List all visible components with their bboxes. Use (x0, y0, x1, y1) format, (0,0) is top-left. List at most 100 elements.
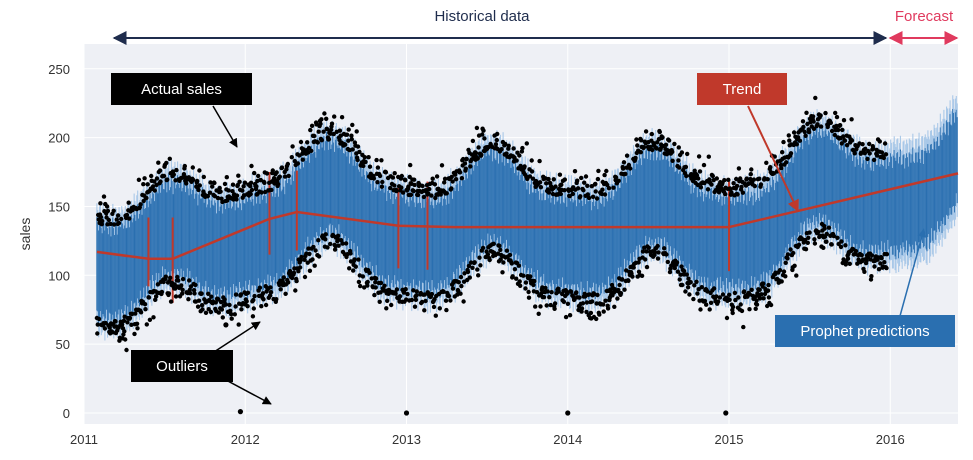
sales-point (588, 310, 594, 316)
sales-point (442, 176, 448, 181)
sales-point (375, 180, 380, 185)
sales-point (163, 274, 168, 279)
sales-point (547, 295, 552, 300)
sales-point (734, 176, 739, 182)
sales-point (295, 161, 301, 166)
sales-point (736, 295, 741, 300)
sales-point (358, 283, 363, 289)
sales-point (315, 140, 320, 145)
sales-point (672, 141, 677, 147)
sales-point (757, 176, 762, 181)
sales-point (812, 241, 818, 246)
sales-point (869, 274, 874, 279)
sales-point (354, 129, 359, 134)
sales-point (553, 184, 558, 189)
sales-point (794, 273, 799, 278)
sales-point (685, 285, 691, 290)
sales-point (152, 188, 157, 193)
sales-point (360, 274, 366, 279)
sales-point (281, 275, 286, 280)
sales-point (336, 243, 341, 248)
sales-point (344, 132, 350, 137)
sales-point (556, 289, 561, 294)
sales-point (159, 289, 165, 295)
sales-point (321, 129, 326, 134)
sales-point (323, 237, 328, 242)
sales-point (158, 179, 163, 184)
sales-point (350, 122, 355, 128)
sales-point (197, 168, 202, 173)
sales-point (324, 116, 329, 122)
sales-point (590, 194, 596, 199)
sales-point (730, 310, 735, 316)
sales-point (794, 142, 799, 147)
sales-point (278, 287, 283, 292)
sales-point (829, 128, 835, 134)
sales-point (840, 127, 845, 133)
sales-point (768, 165, 773, 170)
outliers-arrow-lower (225, 379, 272, 405)
sales-point (618, 291, 624, 296)
sales-point (570, 191, 575, 197)
sales-point (267, 293, 273, 298)
sales-point (532, 278, 537, 284)
sales-point (153, 294, 159, 299)
sales-point (802, 129, 807, 135)
sales-point (691, 296, 696, 302)
sales-point (263, 302, 269, 308)
sales-point (467, 275, 472, 280)
sales-point (444, 307, 449, 313)
sales-point (335, 233, 341, 238)
sales-point (191, 288, 197, 293)
sales-point (448, 298, 453, 303)
sales-point (475, 267, 480, 272)
sales-point (749, 287, 754, 292)
x-tick-label: 2016 (876, 432, 905, 447)
sales-point (219, 307, 225, 312)
sales-point (138, 202, 143, 207)
sales-point (531, 282, 536, 288)
y-tick-label: 0 (63, 406, 70, 421)
sales-point (181, 172, 187, 177)
sales-point (171, 172, 176, 177)
sales-point (468, 164, 473, 169)
sales-point (811, 126, 817, 131)
sales-point (378, 280, 384, 286)
sales-point (644, 249, 649, 254)
sales-point (761, 281, 766, 286)
actual-sales-arrow (212, 105, 238, 148)
sales-point (863, 146, 868, 151)
sales-point (383, 170, 389, 175)
sales-point (881, 155, 886, 161)
sales-point (579, 306, 585, 311)
sales-point (476, 145, 481, 150)
sales-point (157, 168, 163, 173)
sales-point (199, 303, 205, 308)
x-axis-ticks: 2011 2012 2013 2014 2015 2016 (70, 432, 905, 447)
sales-point (413, 297, 419, 302)
sales-point (879, 150, 885, 155)
sales-point (420, 183, 425, 189)
sales-point (884, 252, 890, 257)
sales-point (346, 138, 351, 143)
sales-point (633, 155, 638, 161)
sales-point (187, 291, 193, 296)
sales-point (662, 246, 667, 251)
sales-point (837, 123, 843, 128)
sales-point (366, 155, 371, 160)
sales-point (595, 292, 600, 298)
sales-point (98, 214, 104, 220)
sales-point (307, 268, 313, 273)
sales-point (585, 192, 590, 197)
sales-point (708, 300, 714, 305)
sales-point (415, 192, 421, 198)
sales-point (236, 173, 241, 178)
sales-point (698, 307, 703, 312)
sales-point (305, 140, 310, 145)
sales-point (685, 151, 690, 157)
sales-point (494, 137, 499, 143)
sales-point (545, 289, 550, 294)
sales-point (529, 158, 534, 163)
outliers-box (131, 350, 233, 382)
sales-point (397, 294, 403, 299)
